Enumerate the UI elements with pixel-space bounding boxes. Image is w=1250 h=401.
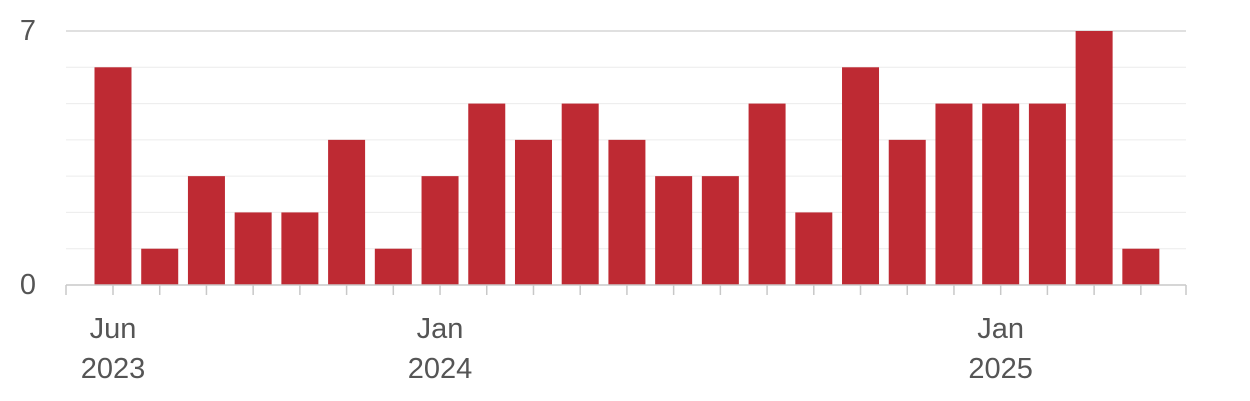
bar (561, 103, 599, 285)
bar (468, 103, 506, 285)
bar (281, 212, 319, 285)
grid-lines (66, 30, 1186, 250)
bar (982, 103, 1020, 285)
bar (141, 248, 179, 285)
x-tick-label-month: Jan (977, 313, 1024, 345)
bar (795, 212, 833, 285)
bar (888, 139, 926, 285)
x-axis-ticks: Jun 2023 Jan 2024 Jan 2025 (81, 313, 1033, 385)
bar (1075, 31, 1113, 285)
x-tick-label-year: 2023 (81, 353, 146, 385)
bar (935, 103, 973, 285)
bar (608, 139, 646, 285)
x-tick-label-year: 2025 (968, 353, 1033, 385)
bar (514, 139, 552, 285)
bar (374, 248, 412, 285)
x-tick-label-month: Jun (90, 313, 137, 345)
bar (748, 103, 786, 285)
bar (655, 176, 693, 285)
bar (842, 67, 880, 285)
x-axis (65, 284, 1187, 295)
bar (1122, 248, 1160, 285)
bar (234, 212, 272, 285)
x-tick-label-year: 2024 (408, 353, 473, 385)
x-tick-label-month: Jan (417, 313, 464, 345)
y-tick-label: 7 (20, 15, 36, 47)
bar (328, 139, 366, 285)
bar (701, 176, 739, 285)
y-axis-ticks: 07 (20, 15, 36, 301)
bar (187, 176, 225, 285)
bar (94, 67, 132, 285)
bar (421, 176, 459, 285)
y-tick-label: 0 (20, 269, 36, 301)
bar (1028, 103, 1066, 285)
bars (94, 31, 1160, 285)
